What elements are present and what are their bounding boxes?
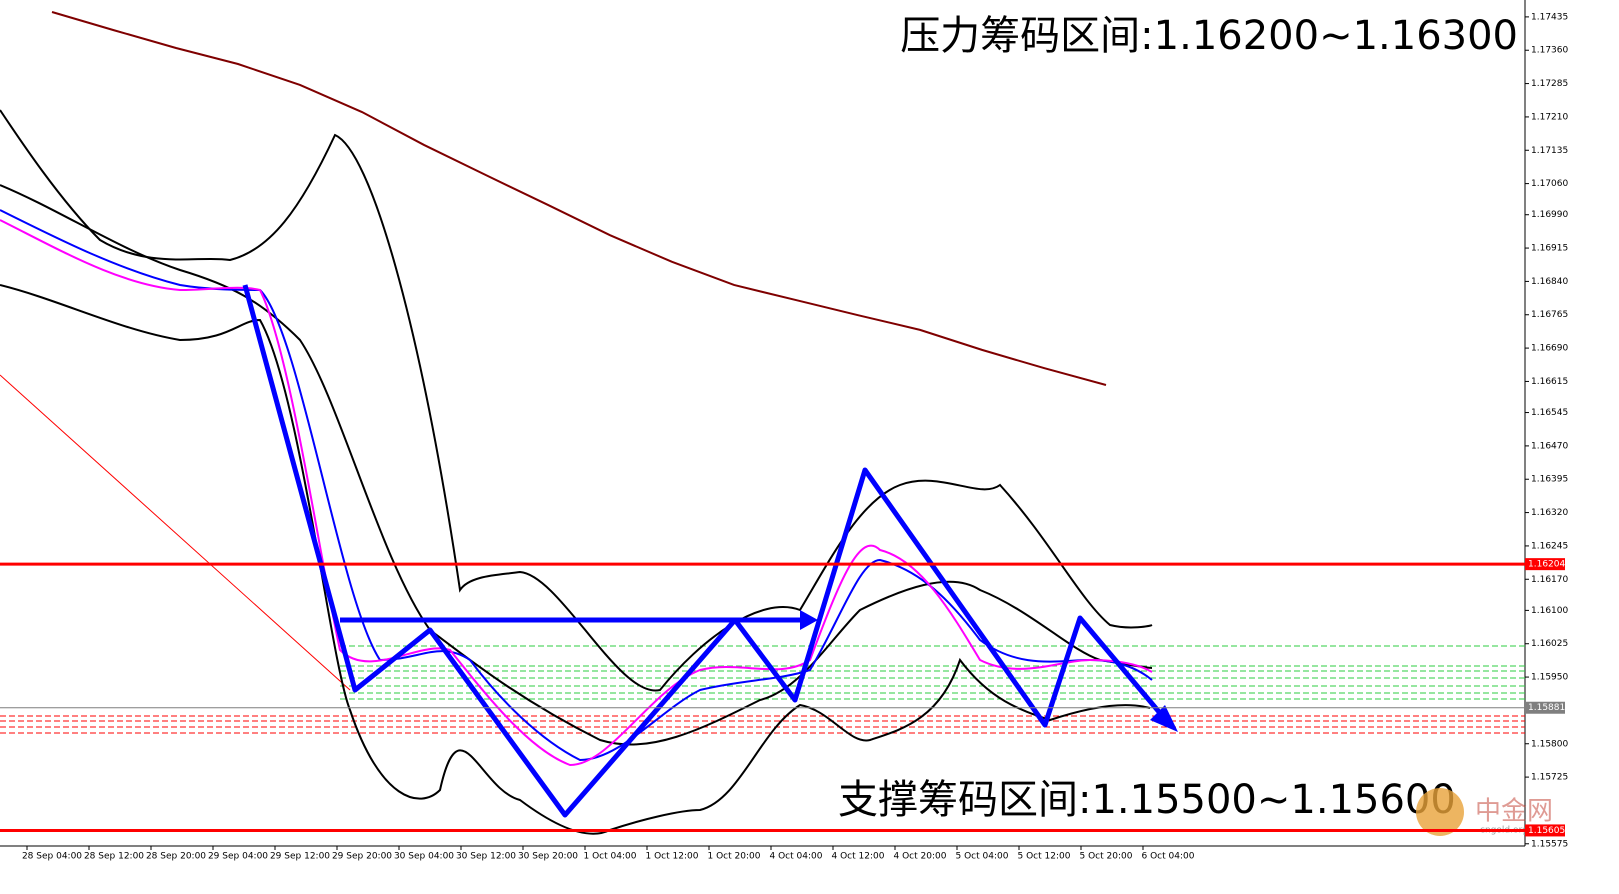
y-tick-label: 1.16320 bbox=[1531, 508, 1568, 518]
y-tick-label: 1.15725 bbox=[1531, 773, 1568, 783]
x-tick-label: 30 Sep 20:00 bbox=[518, 852, 578, 862]
y-tick-label: 1.16170 bbox=[1531, 575, 1568, 585]
support-annotation: 支撑筹码区间:1.15500~1.15600 bbox=[838, 777, 1456, 823]
resistance-annotation: 压力筹码区间:1.16200~1.16300 bbox=[900, 13, 1518, 59]
y-tick-label: 1.17285 bbox=[1531, 79, 1568, 89]
price-label: 1.16204 bbox=[1528, 560, 1565, 570]
y-tick-label: 1.16395 bbox=[1531, 475, 1568, 485]
x-tick-label: 1 Oct 04:00 bbox=[584, 852, 637, 862]
price-label-bg bbox=[1525, 824, 1565, 837]
y-tick-label: 1.16470 bbox=[1531, 441, 1568, 451]
trend-line bbox=[0, 374, 351, 691]
y-tick-label: 1.17210 bbox=[1531, 112, 1568, 122]
x-tick-label: 29 Sep 20:00 bbox=[332, 852, 392, 862]
arrow-heads bbox=[800, 610, 1178, 732]
y-tick-label: 1.16615 bbox=[1531, 377, 1568, 387]
price-label-bg bbox=[1525, 701, 1565, 714]
watermark-logo bbox=[1416, 788, 1464, 836]
x-tick-label: 29 Sep 04:00 bbox=[208, 852, 268, 862]
y-tick-label: 1.17435 bbox=[1531, 12, 1568, 22]
x-tick-label: 30 Sep 04:00 bbox=[394, 852, 454, 862]
price-label-bg bbox=[1525, 558, 1565, 571]
watermark: 中金网 bbox=[1475, 797, 1553, 827]
x-tick-label: 29 Sep 12:00 bbox=[270, 852, 330, 862]
y-tick-label: 1.16765 bbox=[1531, 310, 1568, 320]
y-tick-label: 1.17135 bbox=[1531, 146, 1568, 156]
moving-averages bbox=[0, 209, 1153, 767]
y-tick-label: 1.16025 bbox=[1531, 639, 1568, 649]
x-tick-label: 5 Oct 12:00 bbox=[1018, 852, 1071, 862]
y-tick-label: 1.16100 bbox=[1531, 606, 1568, 616]
x-tick-label: 6 Oct 04:00 bbox=[1142, 852, 1195, 862]
x-tick-label: 28 Sep 20:00 bbox=[146, 852, 206, 862]
y-tick-label: 1.15575 bbox=[1531, 839, 1568, 849]
x-tick-label: 28 Sep 12:00 bbox=[84, 852, 144, 862]
x-tick-label: 5 Oct 20:00 bbox=[1080, 852, 1133, 862]
y-tick-label: 1.17060 bbox=[1531, 179, 1568, 189]
analysis-arrows bbox=[242, 284, 1172, 818]
y-tick-label: 1.16990 bbox=[1531, 210, 1568, 220]
y-tick-label: 1.15950 bbox=[1531, 673, 1568, 683]
y-tick-label: 1.16690 bbox=[1531, 344, 1568, 354]
x-tick-label: 5 Oct 04:00 bbox=[956, 852, 1009, 862]
price-label: 1.15605 bbox=[1528, 826, 1565, 836]
x-tick-label: 30 Sep 12:00 bbox=[456, 852, 516, 862]
x-tick-label: 1 Oct 12:00 bbox=[646, 852, 699, 862]
y-tick-label: 1.16840 bbox=[1531, 277, 1568, 287]
y-tick-label: 1.17360 bbox=[1531, 46, 1568, 56]
x-tick-label: 4 Oct 12:00 bbox=[832, 852, 885, 862]
y-tick-label: 1.15800 bbox=[1531, 739, 1568, 749]
y-tick-label: 1.16915 bbox=[1531, 244, 1568, 254]
x-tick-label: 1 Oct 20:00 bbox=[708, 852, 761, 862]
x-tick-label: 4 Oct 04:00 bbox=[770, 852, 823, 862]
ma-line bbox=[51, 11, 1107, 386]
price-label: 1.15881 bbox=[1528, 703, 1565, 713]
red-levels bbox=[0, 715, 1525, 734]
y-tick-label: 1.16245 bbox=[1531, 541, 1568, 551]
x-tick-label: 28 Sep 04:00 bbox=[22, 852, 82, 862]
y-tick-label: 1.16545 bbox=[1531, 408, 1568, 418]
x-tick-label: 4 Oct 20:00 bbox=[894, 852, 947, 862]
